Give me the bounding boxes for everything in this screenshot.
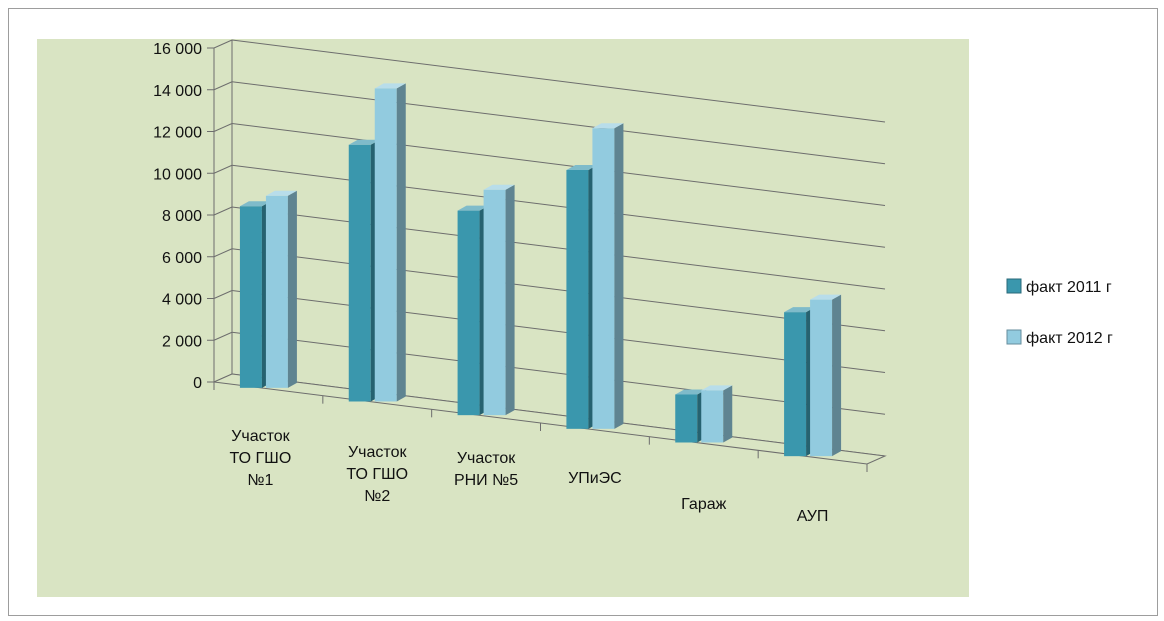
gridline-side <box>213 39 233 49</box>
x-category-label-line: Гараж <box>681 496 726 513</box>
bar-top <box>239 201 271 207</box>
bar-front <box>810 299 833 457</box>
legend-label: факт 2011 г <box>1026 279 1112 296</box>
x-category-label: Участок РНИ №5 <box>454 450 518 489</box>
gridline <box>231 248 886 332</box>
x-category-label-line: Участок <box>231 428 290 445</box>
gridline <box>231 81 886 165</box>
gridline-side <box>213 331 233 341</box>
bar-top <box>810 294 842 300</box>
gridline <box>231 164 886 248</box>
y-tick-label: 4 000 <box>162 292 202 309</box>
bar-top <box>348 139 380 145</box>
bar-side <box>723 385 733 443</box>
x-category-label: Участок ТО ГШО №1 <box>230 428 292 489</box>
x-category-label-line: ТО ГШО <box>346 466 408 483</box>
gridlines <box>213 39 886 457</box>
gridline <box>231 123 886 206</box>
x-category-label: АУП <box>797 508 829 525</box>
legend-label: факт 2012 г <box>1026 330 1113 347</box>
x-category-label: Гараж <box>681 496 726 513</box>
x-category-label-line: РНИ №5 <box>454 472 518 489</box>
y-tick-label: 8 000 <box>162 208 202 225</box>
gridline <box>231 206 886 290</box>
bar-side <box>287 190 297 388</box>
bar-top <box>701 385 733 391</box>
chart-frame: 0 2 000 4 000 6 000 8 000 10 000 12 000 14 000 1… <box>8 8 1158 616</box>
bar-front <box>566 169 589 429</box>
x-category-label-line: ТО ГШО <box>230 450 292 467</box>
y-tick-label: 14 000 <box>153 83 202 100</box>
bar-top <box>592 123 624 129</box>
bar-side <box>832 294 842 457</box>
bar-top <box>675 389 707 395</box>
x-category-label: УПиЭС <box>568 470 622 487</box>
gridline-side <box>213 164 233 174</box>
bars <box>239 83 842 457</box>
bar-front <box>483 189 506 416</box>
bar-front <box>675 394 698 443</box>
legend: факт 2011 г факт 2012 г <box>1006 278 1113 347</box>
y-tick-label: 2 000 <box>162 333 202 350</box>
bar-side <box>614 123 624 429</box>
bar-front <box>239 206 262 388</box>
bar-front <box>592 128 615 429</box>
bar-top <box>374 83 406 89</box>
gridline <box>231 39 886 123</box>
x-category-label-line: Участок <box>348 444 407 461</box>
bar-front <box>784 312 807 457</box>
x-category-label-line: УПиЭС <box>568 470 622 487</box>
gridline <box>231 331 886 415</box>
y-tick-label: 12 000 <box>153 125 202 142</box>
bar-chart: 0 2 000 4 000 6 000 8 000 10 000 12 000 14 000 1… <box>37 39 1113 597</box>
bar-top <box>265 190 297 196</box>
bar-top <box>784 307 816 313</box>
y-tick-label: 10 000 <box>153 166 202 183</box>
gridline-side <box>213 81 233 91</box>
bar-front <box>457 210 480 416</box>
y-tick-label: 0 <box>193 375 202 392</box>
x-category-label-line: Участок <box>457 450 516 467</box>
bar-front <box>348 144 371 402</box>
gridline-side <box>213 206 233 216</box>
legend-swatch <box>1006 278 1022 294</box>
bar-front <box>701 390 724 443</box>
gridline-side <box>213 248 233 258</box>
bar-side <box>396 83 406 402</box>
legend-swatch <box>1006 329 1022 345</box>
gridline-side <box>213 290 233 299</box>
y-tick-label: 16 000 <box>153 41 202 58</box>
x-category-label-line: №2 <box>364 488 390 505</box>
bar-side <box>505 184 515 416</box>
gridline <box>231 290 886 373</box>
bar-top <box>566 164 598 170</box>
bar-front <box>374 88 397 402</box>
bar-front <box>265 195 288 388</box>
x-category-label-line: №1 <box>247 472 273 489</box>
labels: 0 2 000 4 000 6 000 8 000 10 000 12 000 14 000 1… <box>153 41 828 525</box>
bar-top <box>483 184 515 190</box>
x-category-label-line: АУП <box>797 508 829 525</box>
x-category-label: Участок ТО ГШО №2 <box>346 444 408 505</box>
bar-top <box>457 205 489 211</box>
y-tick-label: 6 000 <box>162 250 202 267</box>
gridline-side <box>213 123 233 132</box>
